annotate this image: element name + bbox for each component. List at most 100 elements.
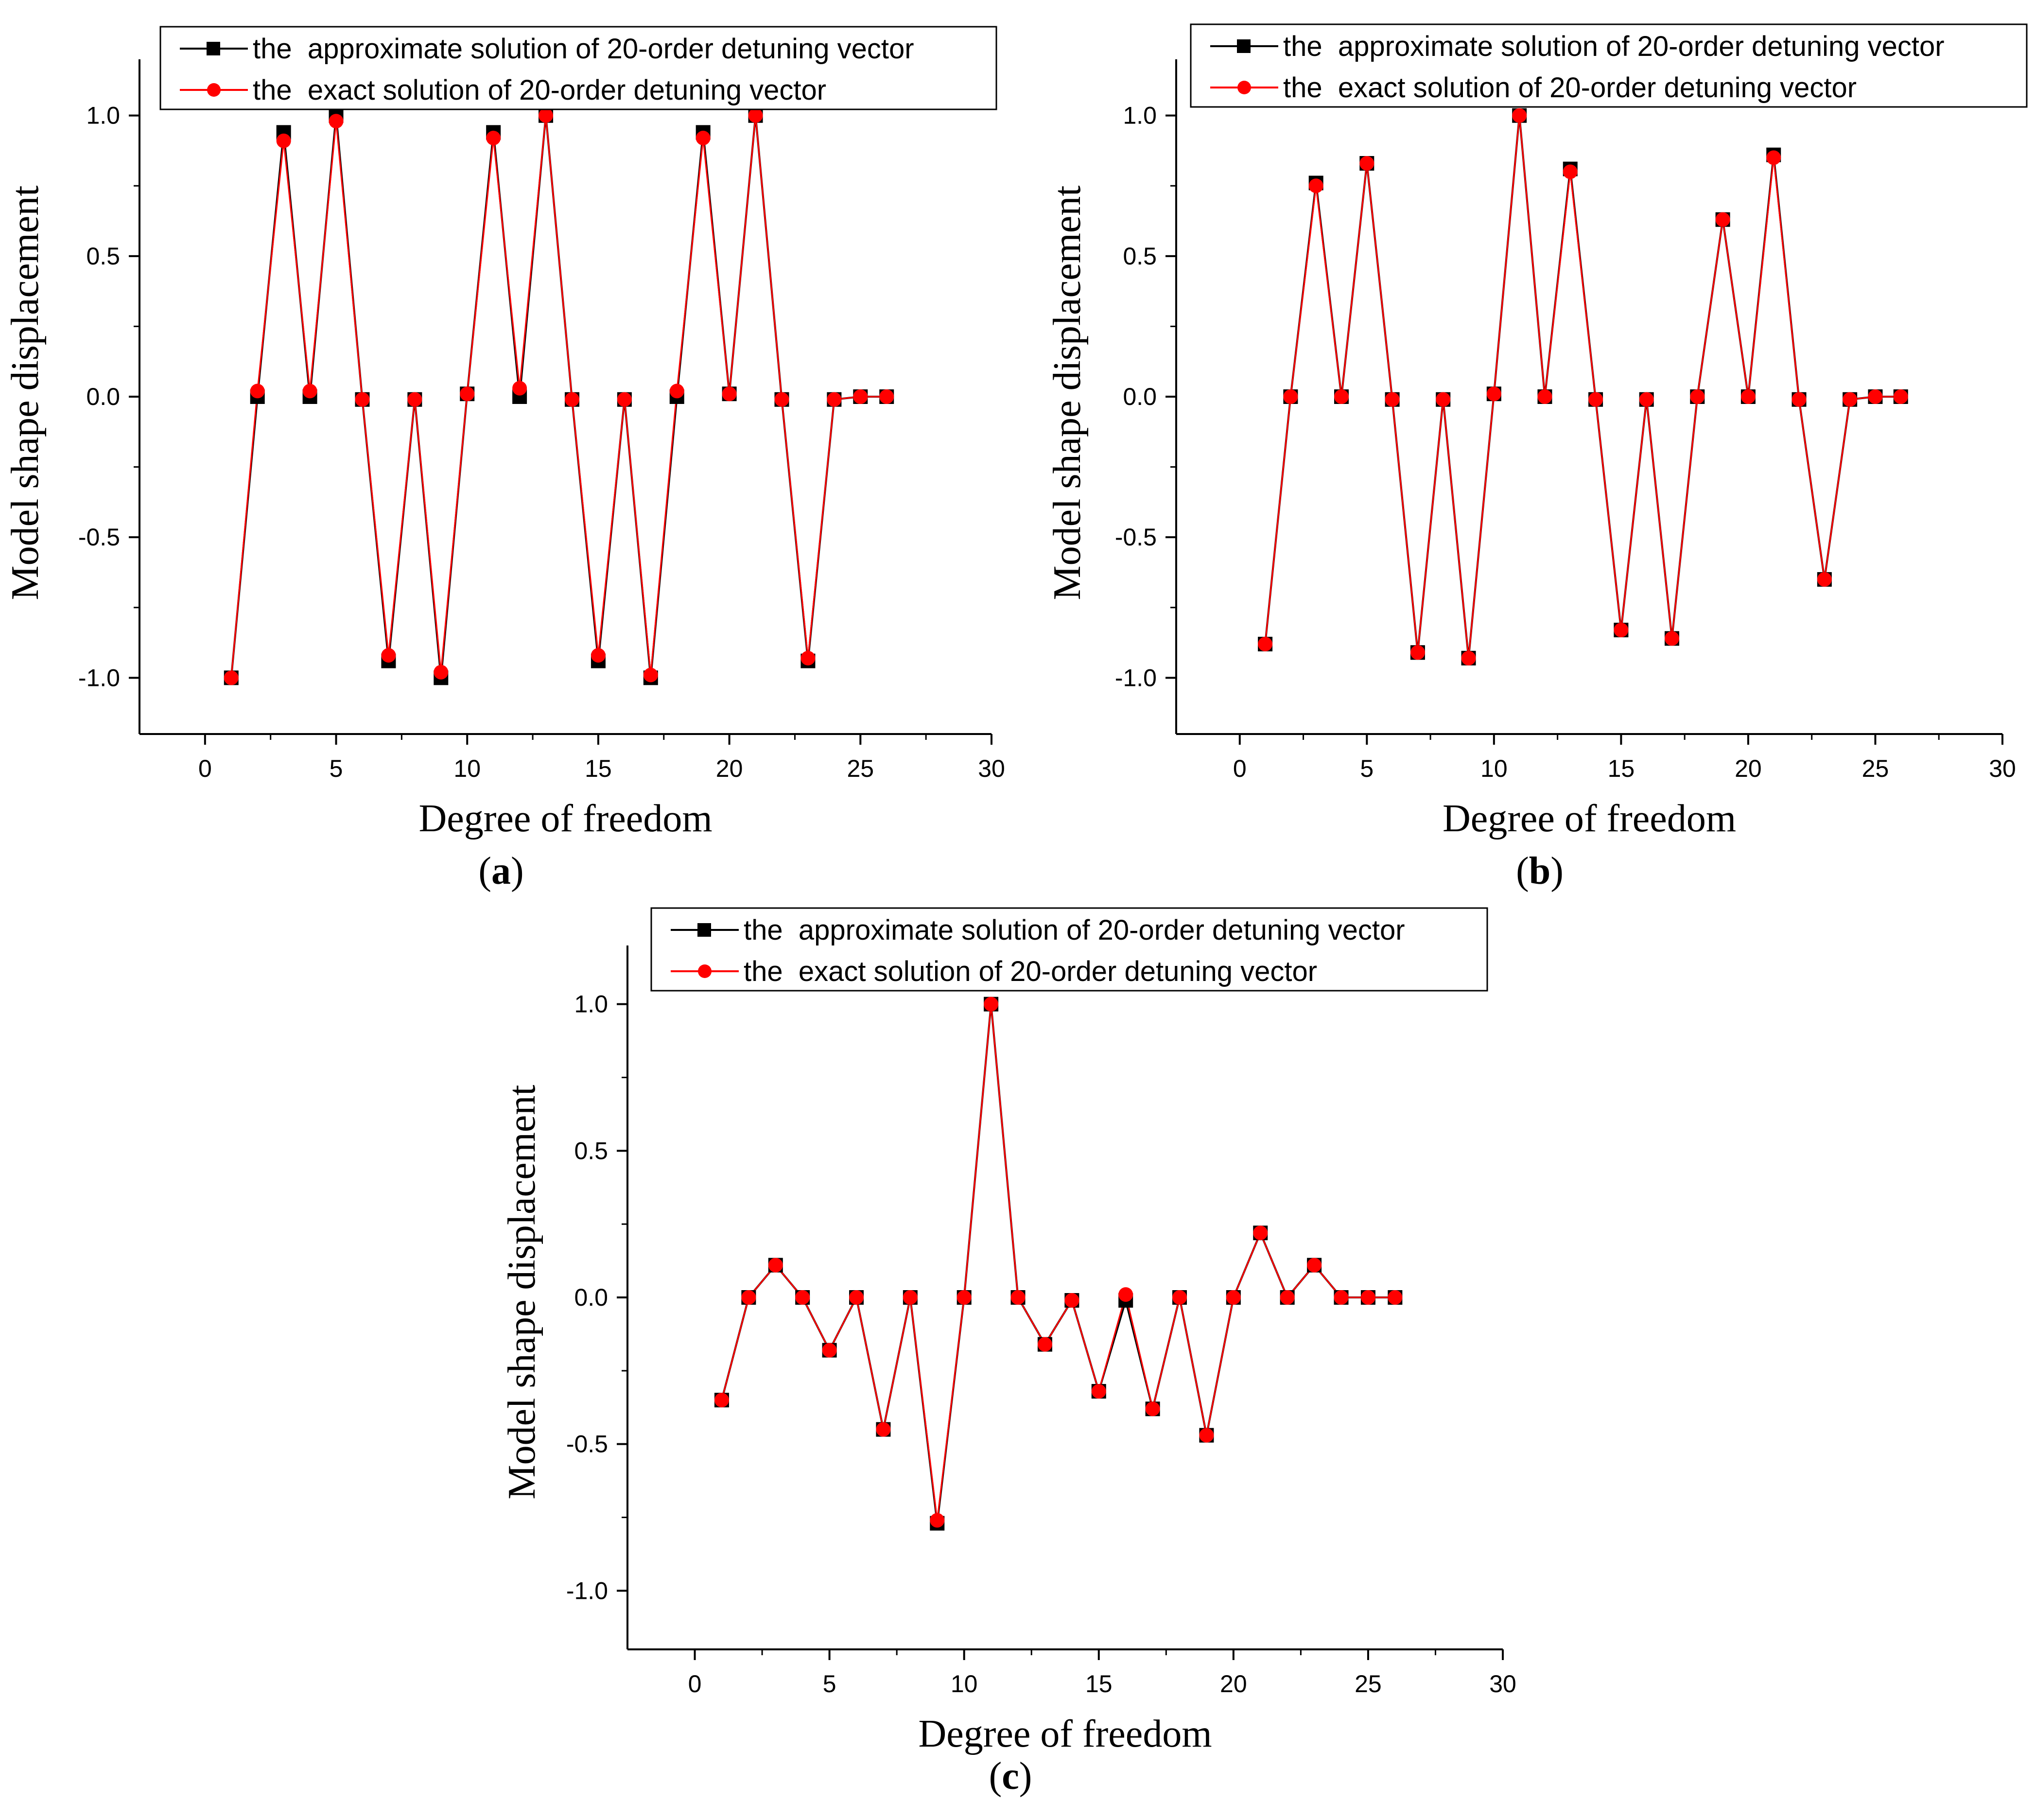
- data-point-exact: [1280, 1290, 1295, 1305]
- data-point-exact: [591, 648, 606, 663]
- data-point-exact: [827, 392, 842, 407]
- x-axis-label: Degree of freedom: [918, 1713, 1212, 1755]
- legend-entry-exact: the exact solution of 20-order detuning …: [1283, 72, 1857, 104]
- data-point-exact: [1334, 1290, 1349, 1305]
- legend-marker-approximate: [207, 42, 220, 55]
- y-tick-label: 0.0: [86, 383, 120, 410]
- legend-entry-approximate: the approximate solution of 20-order det…: [744, 914, 1405, 946]
- chart-panel-c: 0 5 10 15 20 25 30 -1.0 -0.5 0.0 0.5 1.0 Degree of f…: [501, 907, 1516, 1798]
- data-point-exact: [1537, 389, 1552, 404]
- y-axis-label: Model shape displacement: [4, 185, 47, 600]
- legend: the approximate solution of 20-order det…: [159, 26, 997, 110]
- data-point-exact: [434, 665, 449, 680]
- data-point-exact: [1253, 1225, 1268, 1241]
- data-point-exact: [355, 392, 370, 407]
- panel-label-close-paren: ): [1550, 850, 1564, 892]
- data-point-exact: [1817, 572, 1832, 587]
- data-point-exact: [1359, 156, 1374, 171]
- series-line-exact: [1264, 115, 1901, 658]
- legend-marker-approximate: [1237, 39, 1251, 53]
- x-tick-label: 10: [951, 1670, 978, 1698]
- data-point-exact: [486, 130, 501, 145]
- y-tick-label: 0.5: [86, 243, 120, 270]
- y-tick-label: 1.0: [1123, 102, 1157, 129]
- y-tick-label: -1.0: [566, 1577, 608, 1604]
- panel-label-open-paren: (: [478, 850, 491, 892]
- x-tick-label: 15: [585, 755, 612, 782]
- legend-box: [650, 907, 1488, 992]
- panel-label: (a): [478, 850, 523, 892]
- x-axis-label: Degree of freedom: [1443, 797, 1736, 840]
- data-point-exact: [1512, 108, 1527, 123]
- data-point-exact: [768, 1258, 783, 1273]
- data-point-exact: [957, 1290, 972, 1305]
- legend-marker-approximate: [697, 923, 711, 937]
- data-point-exact: [302, 384, 317, 399]
- data-point-exact: [1118, 1287, 1133, 1302]
- legend-marker-exact: [207, 83, 221, 97]
- data-point-exact: [1563, 164, 1578, 179]
- x-axis-label: Degree of freedom: [418, 797, 712, 840]
- x-tick-label: 5: [330, 755, 343, 782]
- data-point-exact: [1665, 631, 1679, 646]
- y-tick-label: -1.0: [1115, 664, 1157, 691]
- y-axis-label: Model shape displacement: [1046, 185, 1089, 600]
- data-point-exact: [1010, 1290, 1026, 1305]
- legend-entry-exact: the exact solution of 20-order detuning …: [744, 956, 1317, 987]
- data-point-exact: [564, 392, 579, 407]
- data-point-exact: [1486, 386, 1501, 402]
- data-point-exact: [1461, 650, 1476, 665]
- y-tick-label: 0.5: [574, 1137, 608, 1164]
- y-tick-label: -0.5: [566, 1431, 608, 1458]
- x-tick-label: 5: [823, 1670, 836, 1698]
- data-point-exact: [1334, 389, 1349, 404]
- y-tick-label: 1.0: [86, 102, 120, 129]
- x-tick-label: 25: [1862, 755, 1889, 782]
- data-point-exact: [276, 133, 291, 148]
- data-point-exact: [930, 1513, 945, 1528]
- data-point-exact: [1740, 389, 1756, 404]
- panel-label: (c): [989, 1755, 1032, 1798]
- data-point-exact: [748, 108, 763, 123]
- data-point-exact: [617, 392, 632, 407]
- legend-entry-approximate: the approximate solution of 20-order det…: [253, 33, 914, 65]
- data-point-exact: [722, 386, 737, 402]
- data-point-exact: [1614, 623, 1629, 638]
- series-line-approximate: [1264, 115, 1901, 659]
- data-point-exact: [714, 1393, 729, 1408]
- data-point-exact: [1791, 392, 1807, 407]
- data-point-exact: [1690, 389, 1705, 404]
- series-line-exact: [721, 1004, 1395, 1521]
- x-tick-label: 30: [978, 755, 1005, 782]
- data-point-exact: [1868, 389, 1883, 404]
- x-tick-label: 20: [1220, 1670, 1247, 1698]
- panel-label-letter: a: [491, 850, 511, 892]
- y-tick-label: -0.5: [1115, 524, 1157, 551]
- data-point-exact: [1843, 392, 1858, 407]
- data-point-exact: [250, 384, 265, 399]
- x-tick-label: 5: [1360, 755, 1374, 782]
- legend-entry-approximate: the approximate solution of 20-order det…: [1283, 31, 1945, 62]
- legend: the approximate solution of 20-order det…: [1190, 23, 2028, 108]
- data-point-exact: [822, 1343, 837, 1358]
- legend-marker-exact: [698, 964, 712, 978]
- data-point-exact: [876, 1422, 891, 1437]
- x-tick-label: 0: [1233, 755, 1247, 782]
- data-point-exact: [329, 114, 344, 129]
- chart-panel-b: 0 5 10 15 20 25 30 -1.0 -0.5 0.0 0.5 1.0 Degree of f…: [1046, 23, 2028, 892]
- data-point-exact: [1893, 389, 1908, 404]
- data-point-exact: [849, 1290, 864, 1305]
- data-point-exact: [1308, 178, 1323, 193]
- data-point-exact: [1283, 389, 1298, 404]
- y-tick-label: 1.0: [574, 991, 608, 1018]
- panel-label-close-paren: ): [1019, 1755, 1032, 1798]
- x-tick-label: 0: [688, 1670, 702, 1698]
- series-line-approximate: [721, 1004, 1395, 1523]
- data-point-exact: [1199, 1428, 1214, 1443]
- data-point-exact: [1639, 392, 1654, 407]
- legend-entry-exact: the exact solution of 20-order detuning …: [253, 74, 826, 106]
- y-tick-label: -0.5: [78, 524, 120, 551]
- x-tick-label: 30: [1489, 1670, 1516, 1698]
- data-point-exact: [1226, 1290, 1241, 1305]
- y-axis-label: Model shape displacement: [501, 1085, 543, 1499]
